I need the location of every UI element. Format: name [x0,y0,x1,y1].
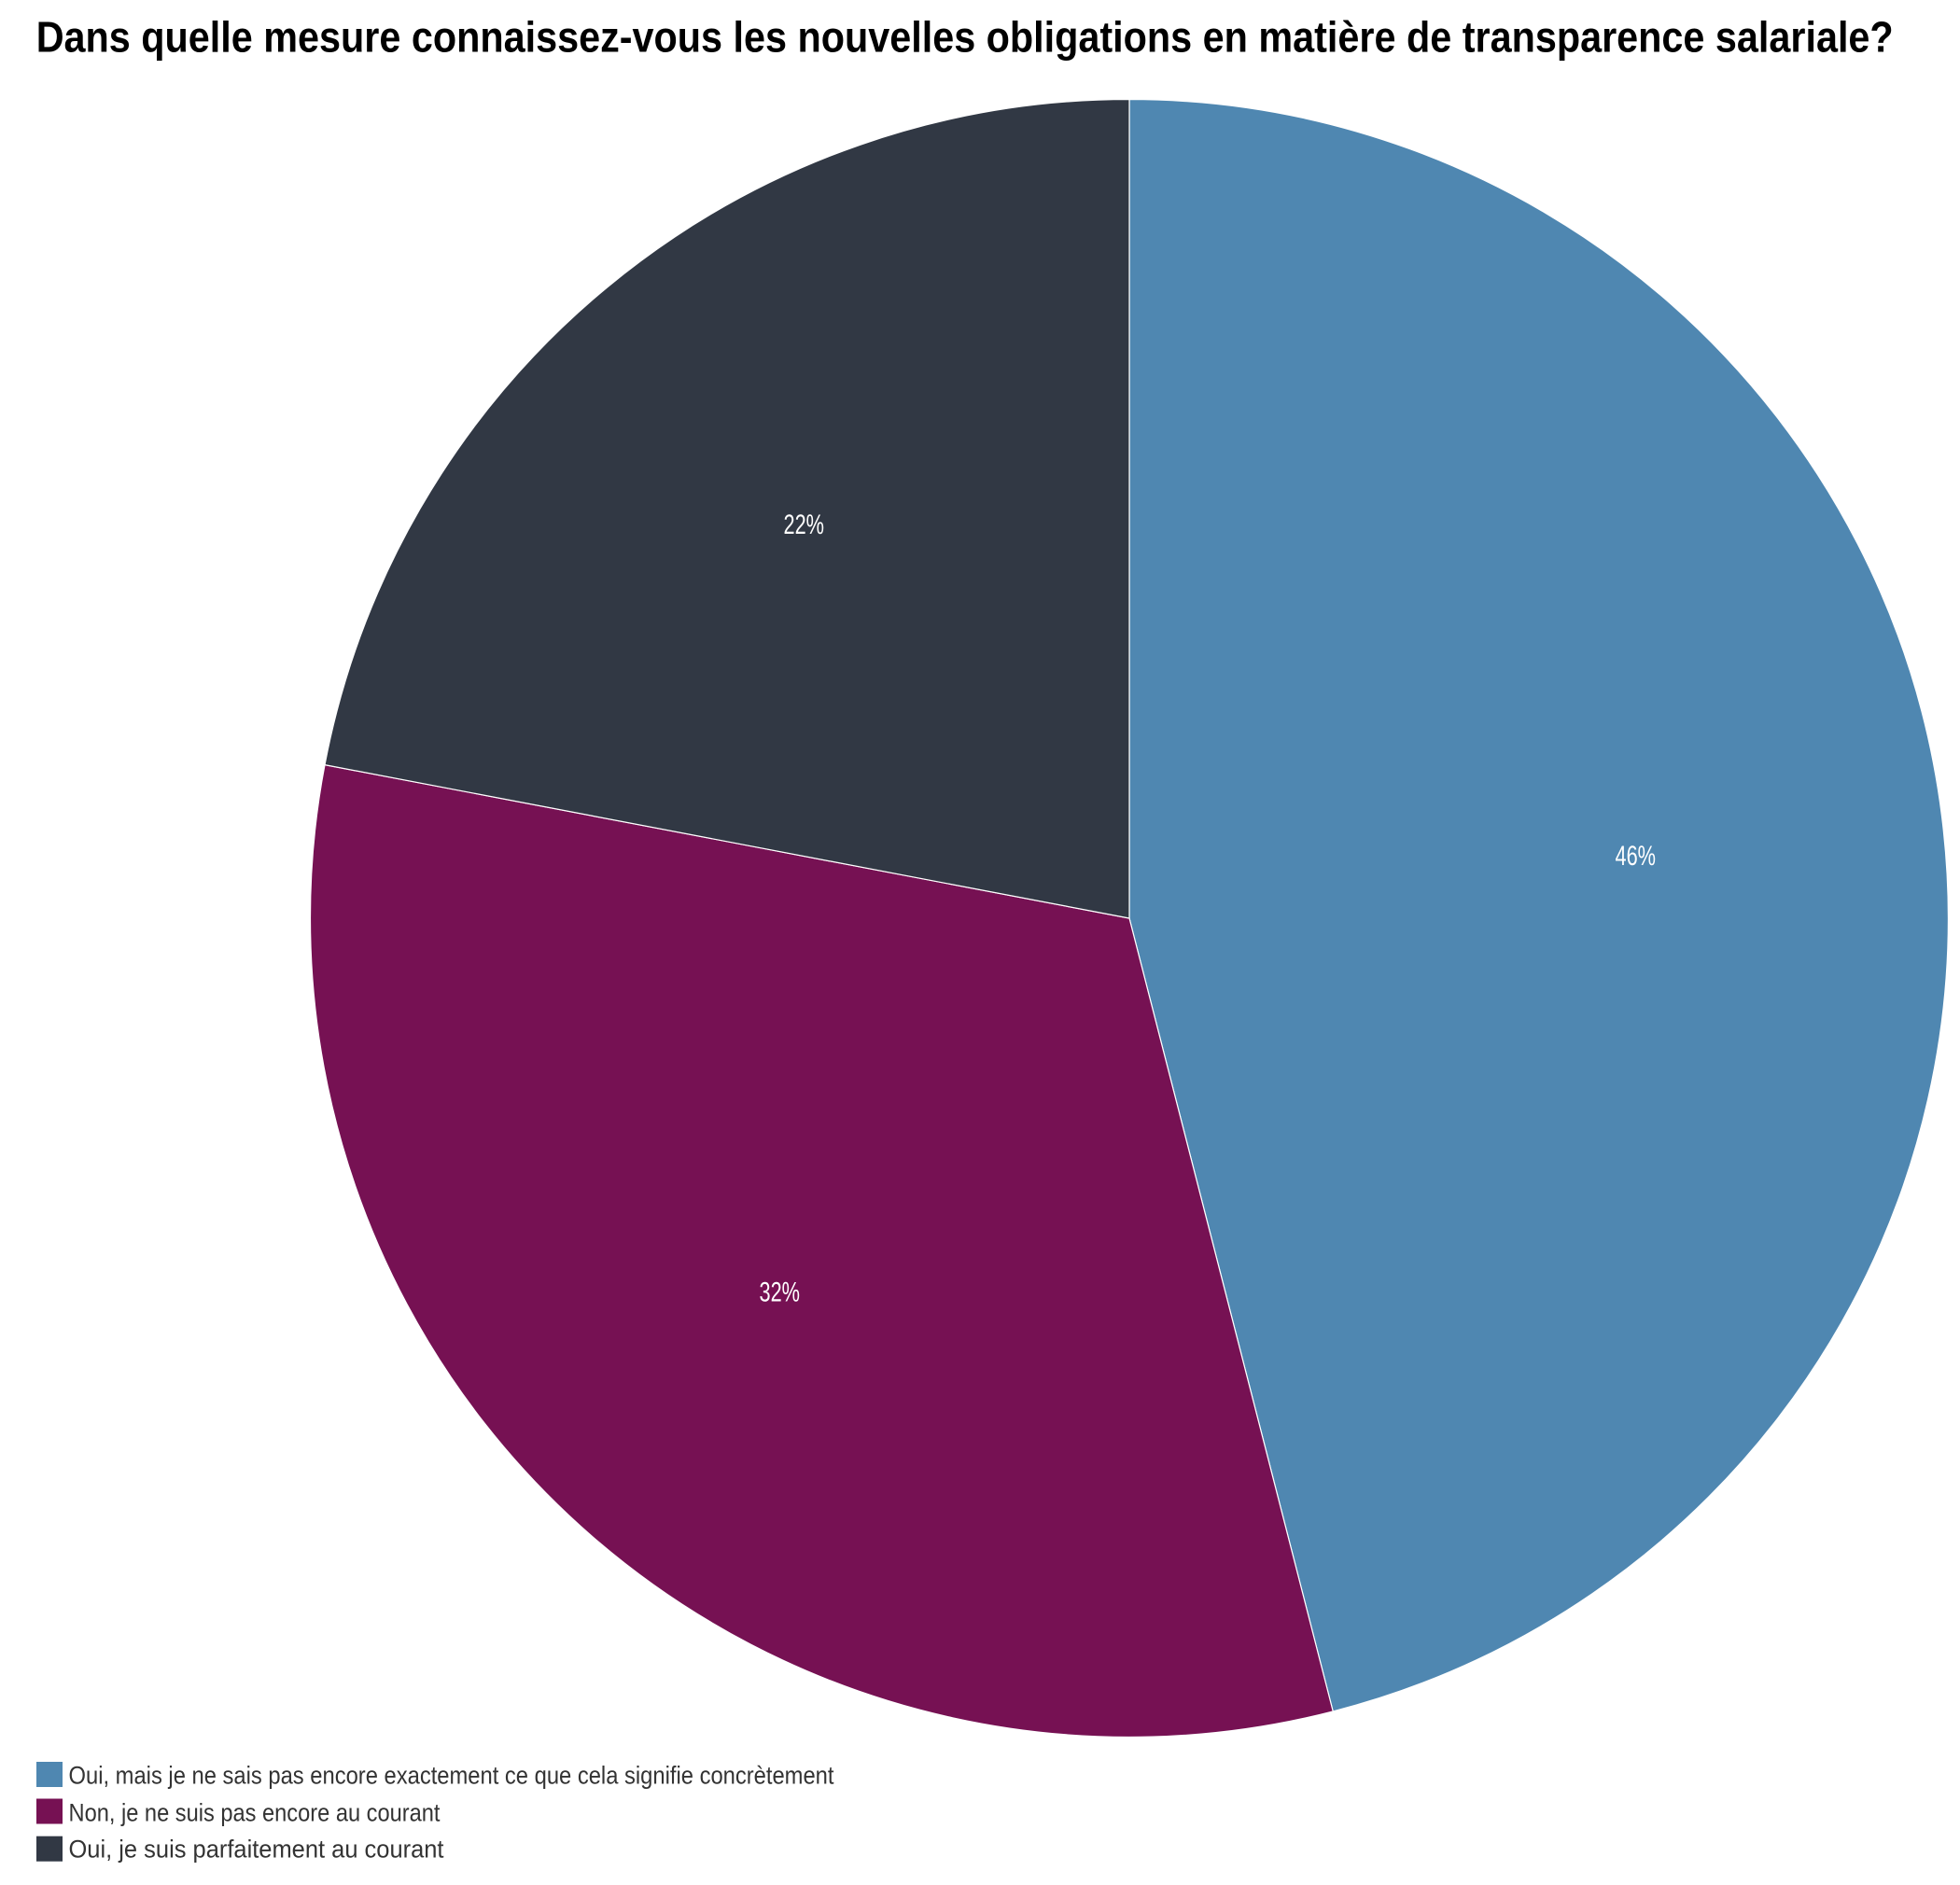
svg-text:46%: 46% [1616,841,1657,872]
svg-text:32%: 32% [760,1278,801,1308]
svg-text:Non, je ne suis pas encore au: Non, je ne suis pas encore au courant [69,1798,441,1826]
svg-text:Dans quelle mesure connaissez-: Dans quelle mesure connaissez-vous les n… [36,13,1894,62]
svg-text:Oui, mais je ne sais pas encor: Oui, mais je ne sais pas encore exacteme… [69,1762,834,1790]
svg-text:Oui, je suis parfaitement au c: Oui, je suis parfaitement au courant [69,1836,444,1864]
svg-text:22%: 22% [784,510,825,540]
